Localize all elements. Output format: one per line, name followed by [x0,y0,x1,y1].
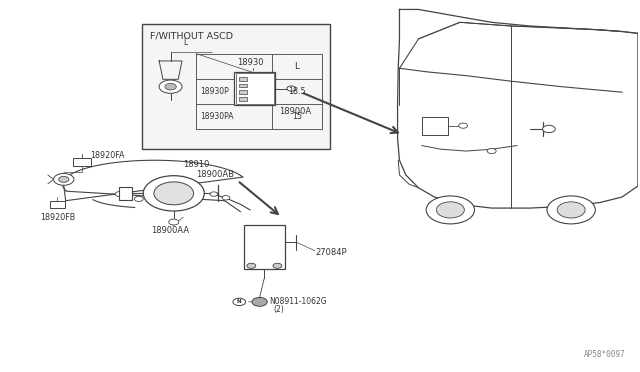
Text: 18930: 18930 [237,58,264,67]
Bar [239,77,247,81]
Text: (2): (2) [273,305,284,314]
Circle shape [252,298,268,306]
Circle shape [59,176,69,182]
Text: AP58*0097: AP58*0097 [584,350,625,359]
Bar [74,158,91,166]
Circle shape [487,148,496,154]
Circle shape [222,196,230,200]
Text: 18900AA: 18900AA [152,227,189,235]
Text: N08911-1062G: N08911-1062G [269,297,327,307]
Text: F/WITHOUT ASCD: F/WITHOUT ASCD [150,32,232,41]
Circle shape [210,192,218,196]
Circle shape [557,202,585,218]
Text: 18920FB: 18920FB [40,213,76,222]
Bar [236,73,273,104]
Circle shape [547,196,595,224]
Circle shape [165,83,176,90]
Circle shape [273,263,282,268]
Text: 18900AB: 18900AB [196,170,234,179]
Circle shape [169,219,179,225]
Circle shape [233,298,246,305]
Text: 18910: 18910 [183,160,210,170]
Bar [234,72,275,105]
Text: L: L [183,38,188,47]
Bar [422,117,449,135]
Bar [119,187,132,200]
Circle shape [115,192,124,197]
Bar [244,225,285,269]
Circle shape [426,196,474,224]
Bar [50,202,65,208]
Circle shape [159,80,182,93]
Circle shape [154,182,193,205]
Circle shape [247,263,256,268]
Circle shape [143,176,204,211]
Bar [239,97,247,101]
Text: 18920FA: 18920FA [90,151,124,160]
Text: N: N [237,299,241,304]
Circle shape [543,125,556,133]
Circle shape [436,202,465,218]
Text: 18930PA: 18930PA [200,112,234,121]
Text: 18930P: 18930P [200,87,228,96]
Bar [142,24,330,149]
Circle shape [134,196,143,202]
Text: 15: 15 [292,112,302,121]
Circle shape [459,123,467,128]
Text: L: L [294,62,300,71]
Circle shape [54,173,74,185]
Circle shape [287,86,296,91]
Text: 27084P: 27084P [315,248,346,257]
Bar [239,90,247,94]
Text: 18900A: 18900A [278,107,311,116]
Bar [239,84,247,87]
Text: 18.5: 18.5 [288,87,305,96]
